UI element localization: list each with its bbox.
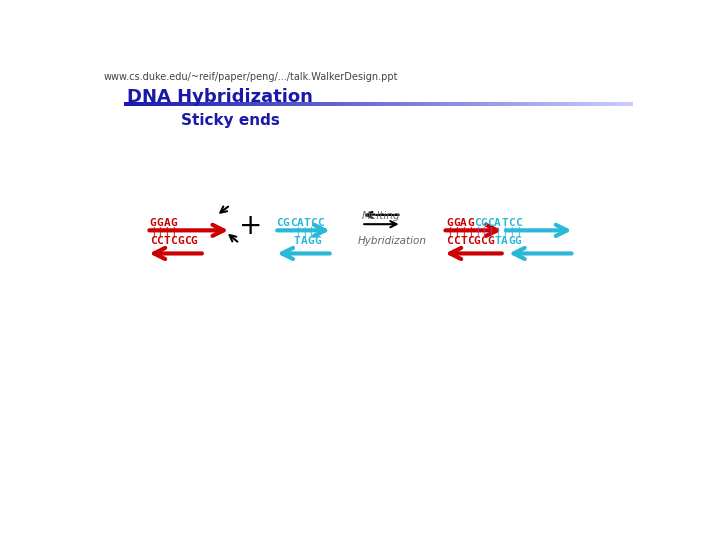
- Text: |: |: [170, 226, 177, 237]
- Text: C: C: [289, 218, 297, 228]
- Text: |: |: [301, 226, 307, 237]
- Text: |: |: [494, 226, 501, 237]
- Text: A: A: [501, 236, 508, 246]
- Text: C: C: [170, 236, 177, 246]
- Text: G: G: [515, 236, 521, 246]
- Text: +: +: [239, 213, 262, 240]
- Text: |: |: [315, 226, 321, 237]
- Text: G: G: [170, 218, 177, 228]
- Text: Melting: Melting: [361, 211, 400, 221]
- Text: C: C: [150, 236, 156, 246]
- Text: C: C: [508, 218, 515, 228]
- Text: T: T: [501, 218, 508, 228]
- Text: A: A: [301, 236, 307, 246]
- Text: |: |: [474, 226, 480, 237]
- Text: www.cs.duke.edu/~reif/paper/peng/.../talk.WalkerDesign.ppt: www.cs.duke.edu/~reif/paper/peng/.../tal…: [104, 72, 398, 83]
- Text: |: |: [481, 226, 487, 237]
- Text: T: T: [303, 218, 310, 228]
- Text: A: A: [494, 218, 501, 228]
- Text: G: G: [191, 236, 197, 246]
- Text: A: A: [163, 218, 170, 228]
- Text: C: C: [276, 218, 283, 228]
- Text: G: G: [307, 236, 314, 246]
- Text: G: G: [446, 218, 454, 228]
- Text: C: C: [474, 218, 480, 228]
- Text: Sticky ends: Sticky ends: [181, 112, 280, 127]
- Text: G: G: [467, 218, 474, 228]
- Text: |: |: [446, 226, 454, 237]
- Text: C: C: [446, 236, 454, 246]
- Text: G: G: [481, 218, 487, 228]
- Text: T: T: [460, 236, 467, 246]
- Text: |: |: [508, 226, 515, 237]
- Text: G: G: [150, 218, 156, 228]
- Text: |: |: [156, 226, 163, 237]
- Text: |: |: [163, 226, 170, 237]
- Text: |: |: [467, 226, 474, 237]
- Text: G: G: [508, 236, 515, 246]
- Text: T: T: [294, 236, 300, 246]
- Text: C: C: [467, 236, 474, 246]
- Text: |: |: [501, 226, 508, 237]
- Text: Hybridization: Hybridization: [357, 236, 426, 246]
- Text: C: C: [317, 218, 324, 228]
- Text: |: |: [307, 226, 314, 237]
- Text: G: G: [283, 218, 289, 228]
- Text: T: T: [163, 236, 170, 246]
- Text: G: G: [156, 218, 163, 228]
- Text: C: C: [487, 218, 494, 228]
- Text: T: T: [494, 236, 501, 246]
- Text: C: C: [481, 236, 487, 246]
- Text: G: G: [177, 236, 184, 246]
- Text: |: |: [454, 226, 460, 237]
- Text: |: |: [460, 226, 467, 237]
- Text: |: |: [515, 226, 521, 237]
- Text: |: |: [150, 226, 156, 237]
- Text: G: G: [454, 218, 460, 228]
- Text: C: C: [184, 236, 191, 246]
- Text: C: C: [515, 218, 521, 228]
- Text: G: G: [474, 236, 480, 246]
- Text: C: C: [156, 236, 163, 246]
- Text: A: A: [460, 218, 467, 228]
- Text: G: G: [487, 236, 494, 246]
- Text: |: |: [487, 226, 494, 237]
- Text: C: C: [454, 236, 460, 246]
- Text: G: G: [315, 236, 321, 246]
- Text: DNA Hybridization: DNA Hybridization: [127, 88, 313, 106]
- Text: |: |: [294, 226, 300, 237]
- Text: A: A: [297, 218, 303, 228]
- Text: C: C: [310, 218, 317, 228]
